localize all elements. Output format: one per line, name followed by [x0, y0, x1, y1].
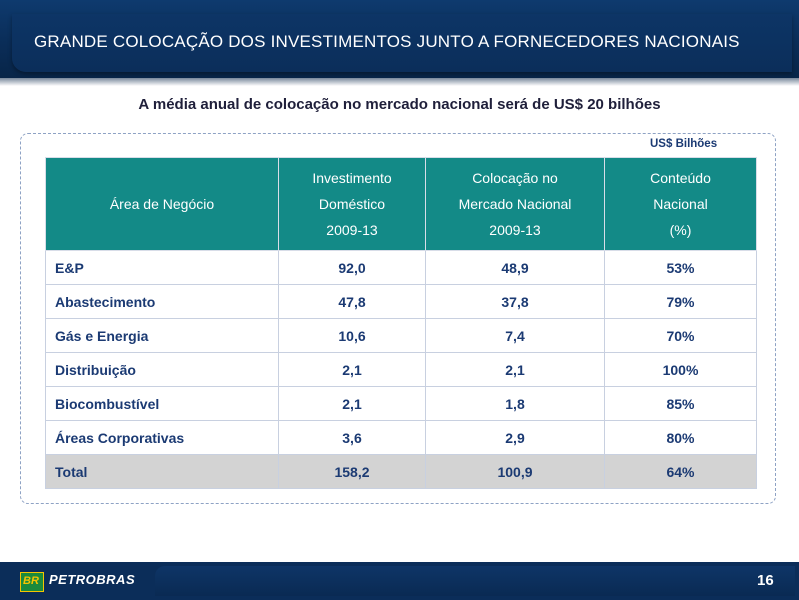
page-number: 16 [757, 572, 774, 589]
brand-name: PETROBRAS [49, 572, 136, 587]
unit-label: US$ Bilhões [650, 138, 718, 150]
table-row: Áreas Corporativas 3,6 2,9 80% [45, 420, 757, 455]
header-investimento-line-3: 2009-13 [326, 222, 378, 238]
petrobras-logo-icon [20, 572, 44, 592]
cell-colocacao: 2,9 [425, 420, 605, 455]
cell-conteudo: 79% [604, 284, 757, 319]
header-area: Área de Negócio [45, 157, 279, 251]
cell-colocacao: 2,1 [425, 352, 605, 387]
header-investimento-line-2: Doméstico [318, 196, 386, 212]
header-shadow [0, 78, 799, 86]
header-investimento-line-1: Investimento [312, 170, 392, 186]
table-row: E&P 92,0 48,9 53% [45, 250, 757, 285]
cell-investimento: 47,8 [278, 284, 426, 319]
header-panel: GRANDE COLOCAÇÃO DOS INVESTIMENTOS JUNTO… [12, 14, 792, 72]
cell-total-label: Total [45, 454, 279, 489]
cell-investimento: 2,1 [278, 352, 426, 387]
cell-investimento: 10,6 [278, 318, 426, 353]
slide-title: GRANDE COLOCAÇÃO DOS INVESTIMENTOS JUNTO… [34, 32, 740, 51]
cell-total-colocacao: 100,9 [425, 454, 605, 489]
header-conteudo-line-2: Nacional [653, 196, 708, 212]
header-conteudo: Conteúdo Nacional (%) [604, 157, 757, 251]
table-row: Gás e Energia 10,6 7,4 70% [45, 318, 757, 353]
table-row: Distribuição 2,1 2,1 100% [45, 352, 757, 387]
cell-area: Áreas Corporativas [45, 420, 279, 455]
table-total-row: Total 158,2 100,9 64% [45, 454, 757, 489]
cell-colocacao: 48,9 [425, 250, 605, 285]
table-row: Biocombustível 2,1 1,8 85% [45, 386, 757, 421]
cell-conteudo: 100% [604, 352, 757, 387]
table-row: Abastecimento 47,8 37,8 79% [45, 284, 757, 319]
cell-conteudo: 80% [604, 420, 757, 455]
cell-conteudo: 70% [604, 318, 757, 353]
cell-colocacao: 37,8 [425, 284, 605, 319]
header-colocacao-line-1: Colocação no [472, 170, 558, 186]
header-investimento: Investimento Doméstico 2009-13 [278, 157, 426, 251]
cell-area: E&P [45, 250, 279, 285]
investment-table: Área de Negócio Investimento Doméstico 2… [45, 157, 757, 489]
header-conteudo-line-1: Conteúdo [650, 170, 711, 186]
cell-total-conteudo: 64% [604, 454, 757, 489]
header-conteudo-line-3: (%) [669, 222, 692, 238]
cell-area: Gás e Energia [45, 318, 279, 353]
cell-colocacao: 7,4 [425, 318, 605, 353]
table-frame [20, 133, 776, 504]
slide-subtitle: A média anual de colocação no mercado na… [138, 96, 661, 113]
cell-investimento: 92,0 [278, 250, 426, 285]
cell-area: Abastecimento [45, 284, 279, 319]
header-colocacao: Colocação no Mercado Nacional 2009-13 [425, 157, 605, 251]
footer-panel [155, 566, 795, 596]
header-colocacao-line-3: 2009-13 [489, 222, 541, 238]
cell-investimento: 2,1 [278, 386, 426, 421]
cell-area: Distribuição [45, 352, 279, 387]
logo-mark: BR [23, 575, 39, 587]
header-colocacao-line-2: Mercado Nacional [458, 196, 572, 212]
cell-conteudo: 53% [604, 250, 757, 285]
header-area-line: Área de Negócio [109, 196, 215, 212]
cell-total-investimento: 158,2 [278, 454, 426, 489]
cell-colocacao: 1,8 [425, 386, 605, 421]
cell-conteudo: 85% [604, 386, 757, 421]
cell-investimento: 3,6 [278, 420, 426, 455]
table-header-row: Área de Negócio Investimento Doméstico 2… [45, 157, 757, 251]
cell-area: Biocombustível [45, 386, 279, 421]
